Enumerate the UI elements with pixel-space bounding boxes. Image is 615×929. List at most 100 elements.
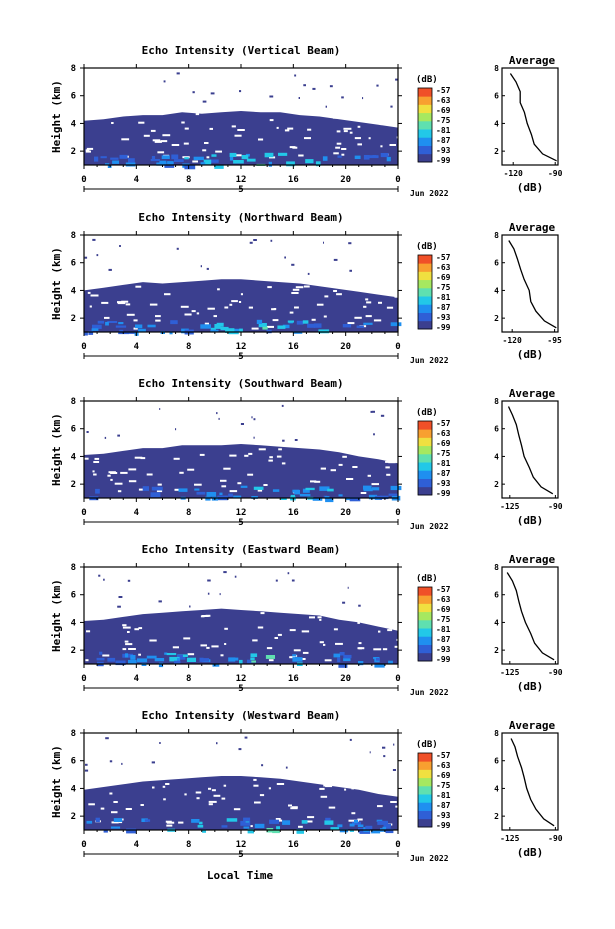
echo-gap (211, 789, 216, 792)
echo-gap (373, 648, 382, 651)
echo-gap (146, 473, 153, 476)
echo-patch (250, 657, 255, 661)
echo-gap (173, 457, 180, 460)
echo-patch (115, 325, 127, 328)
echo-patch (290, 494, 295, 498)
echo-gap (289, 629, 296, 632)
avg-xlabel: (dB) (517, 348, 544, 361)
echo-patch (86, 431, 89, 433)
echo-patch (369, 751, 371, 754)
date-label: 5 (238, 684, 243, 694)
echo-gap (281, 462, 286, 465)
echo-gap (386, 306, 394, 309)
echo-patch (119, 154, 128, 159)
echo-gap (165, 783, 170, 785)
echo-patch (176, 247, 179, 250)
echo-patch (243, 817, 251, 822)
echo-gap (389, 144, 396, 146)
echo-gap (257, 489, 263, 492)
echo-gap (134, 628, 139, 631)
echo-patch (176, 72, 180, 75)
colorbar-tick-label: -75 (436, 781, 451, 790)
echo-gap (152, 139, 161, 142)
echo-patch (175, 428, 177, 431)
echo-patch (135, 324, 143, 329)
echo-gap (354, 316, 362, 319)
colorbar-tick-label: -93 (436, 146, 451, 155)
panel-2: Echo Intensity (Southward Beam) 2 4 6 8 Heigh… (50, 377, 563, 531)
echo-patch (239, 659, 243, 665)
echo-gap (336, 130, 341, 133)
avg-frame (501, 566, 559, 665)
echo-gap (357, 143, 362, 146)
colorbar-swatch (418, 137, 432, 146)
echo-gap (215, 150, 222, 153)
echo-patch (253, 436, 255, 439)
echo-gap (184, 313, 192, 316)
echo-patch (198, 821, 203, 825)
colorbar-swatch (418, 255, 432, 264)
echo-patch (307, 323, 316, 328)
echo-gap (172, 646, 179, 649)
echo-gap (90, 294, 99, 297)
echo-patch (226, 818, 238, 822)
echo-gap (162, 785, 166, 788)
echo-patch (386, 156, 391, 162)
echo-patch (372, 410, 375, 413)
colorbar-tick-label: -69 (436, 605, 451, 614)
echo-gap (107, 474, 111, 477)
echo-gap (358, 647, 362, 650)
echo-gap (385, 466, 390, 469)
echo-patch (159, 742, 161, 744)
echo-gap (352, 466, 358, 468)
echo-patch (84, 331, 88, 336)
echo-gap (289, 656, 295, 659)
echo-gap (288, 804, 292, 807)
echo-gap (220, 479, 227, 482)
echo-gap (127, 631, 130, 633)
echo-patch (341, 96, 344, 99)
echo-patch (276, 826, 280, 831)
echo-patch (233, 160, 244, 164)
echo-gap (156, 490, 163, 493)
echo-patch (286, 161, 295, 167)
echo-patch (337, 657, 341, 663)
echo-gap (258, 448, 266, 451)
colorbar-tick-label: -93 (436, 479, 451, 488)
echo-patch (313, 323, 322, 328)
month-year-label: Jun 2022 (410, 522, 449, 531)
echo-gap (319, 787, 325, 790)
echo-patch (200, 658, 209, 662)
echo-patch (128, 659, 137, 664)
echo-gap (267, 286, 272, 289)
echo-gap (274, 637, 278, 639)
colorbar-swatch (418, 587, 432, 596)
echo-patch (206, 492, 217, 497)
colorbar-swatch (418, 761, 432, 770)
colorbar-swatch (418, 595, 432, 604)
echo-patch (363, 155, 370, 160)
echo-patch (256, 319, 263, 324)
colorbar-swatch (418, 145, 432, 155)
echo-gap (287, 127, 294, 130)
avg-x-tick-label: -90 (548, 668, 563, 677)
x-tick-label: 12 (236, 840, 247, 850)
echo-patch (159, 408, 161, 410)
avg-x-tick-label: -120 (503, 336, 522, 345)
echo-gap (155, 315, 161, 318)
echo-patch (229, 152, 237, 157)
echo-patch (377, 820, 388, 825)
echo-gap (324, 295, 329, 298)
colorbar-swatch (418, 112, 432, 122)
colorbar-tick-label: -87 (436, 635, 451, 644)
echo-patch (156, 162, 167, 166)
echo-patch (390, 105, 393, 108)
echo-patch (358, 604, 361, 607)
echo-gap (330, 469, 336, 472)
echo-gap (298, 825, 303, 828)
echo-gap (207, 307, 215, 310)
y-tick-label: 8 (71, 397, 76, 407)
echo-gap (233, 808, 241, 811)
echo-patch (184, 164, 196, 170)
echo-gap (122, 624, 127, 627)
